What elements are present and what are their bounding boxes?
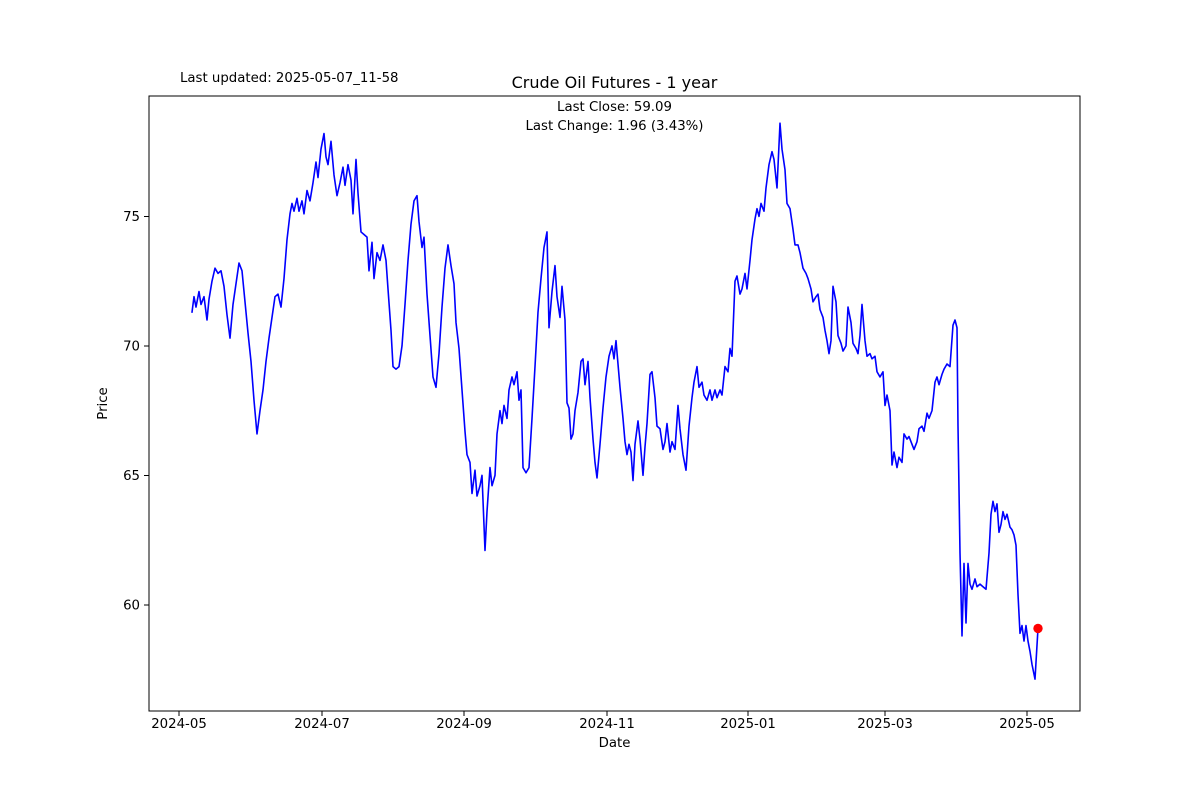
last-change-text: Last Change: 1.96 (3.43%)	[525, 119, 704, 134]
x-tick-label: 2024-07	[294, 717, 350, 732]
x-tick-label: 2025-05	[999, 717, 1055, 732]
x-tick-label: 2025-03	[857, 717, 913, 732]
last-updated-annotation: Last updated: 2025-05-07_11-58	[180, 71, 399, 86]
x-tick-label: 2024-05	[151, 717, 207, 732]
plot-border	[148, 95, 1081, 712]
last-price-marker	[1033, 623, 1043, 634]
y-tick-label: 60	[123, 598, 140, 613]
y-tick-label: 70	[123, 339, 140, 354]
y-axis-label: Price	[96, 387, 111, 419]
chart-title: Crude Oil Futures - 1 year	[511, 73, 718, 92]
price-line	[191, 122, 1039, 680]
x-tick-label: 2024-11	[579, 717, 635, 732]
y-tick-label: 75	[123, 210, 140, 225]
x-axis-label: Date	[599, 736, 631, 751]
x-tick-label: 2024-09	[436, 717, 492, 732]
last-close-text: Last Close: 59.09	[557, 100, 672, 115]
x-tick-label: 2025-01	[720, 717, 776, 732]
chart-info-annotation: Last Close: 59.09 Last Change: 1.96 (3.4…	[149, 98, 1080, 136]
y-tick-label: 65	[123, 469, 140, 484]
